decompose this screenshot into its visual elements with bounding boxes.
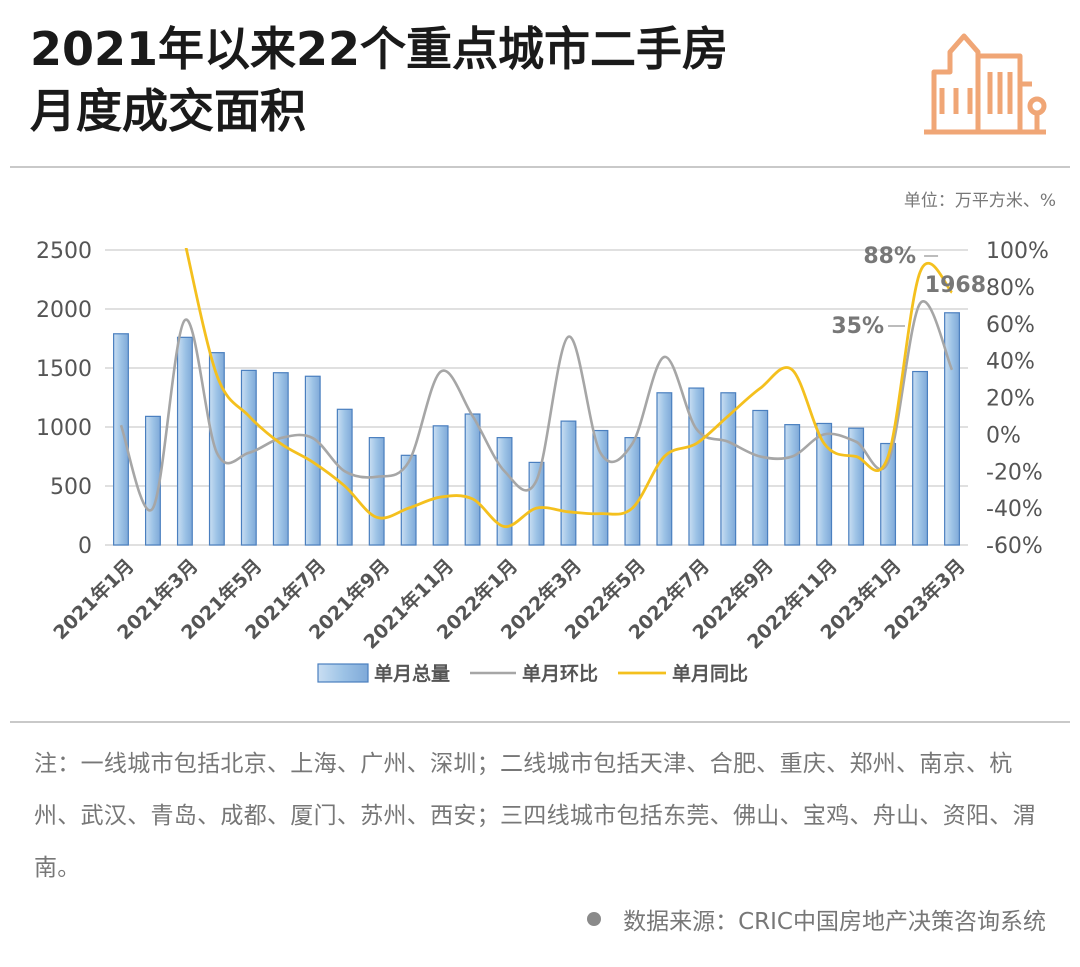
annotation-label: 88%: [863, 244, 916, 269]
chart-title-line1: 2021年以来22个重点城市二手房: [30, 22, 729, 76]
legend-label: 单月同比: [672, 662, 748, 685]
y-tick-label-left: 1500: [36, 357, 92, 382]
bar: [624, 437, 641, 546]
bar: [240, 369, 257, 546]
y-tick-label-left: 0: [78, 534, 92, 559]
chart-title-line2: 月度成交面积: [30, 84, 306, 138]
y-tick-label-right: 40%: [986, 350, 1035, 375]
annotation-label: 1968: [925, 273, 986, 298]
bar: [272, 372, 289, 546]
chart-title: 2021年以来22个重点城市二手房 月度成交面积: [30, 18, 900, 142]
bar: [496, 437, 513, 546]
bar: [208, 352, 225, 546]
y-tick-label-left: 1000: [36, 416, 92, 441]
y-tick-label-right: -60%: [986, 534, 1043, 559]
series-line-mom: [119, 300, 954, 512]
y-tick-label-right: -20%: [986, 460, 1043, 485]
annotation-label: 35%: [831, 314, 884, 339]
data-source: 数据来源：CRIC中国房地产决策咨询系统: [587, 902, 1046, 936]
bar: [816, 422, 833, 546]
bar: [113, 333, 129, 546]
y-tick-label-right: 100%: [986, 239, 1049, 264]
divider-bottom: [10, 721, 1070, 723]
y-tick-label-left: 500: [50, 475, 92, 500]
y-tick-label-left: 2500: [36, 239, 92, 264]
bar: [656, 392, 673, 546]
bar: [528, 461, 545, 546]
data-source-text: 数据来源：CRIC中国房地产决策咨询系统: [623, 909, 1046, 935]
y-tick-label-right: -40%: [986, 497, 1043, 522]
y-tick-label-right: 60%: [986, 313, 1035, 338]
bar: [464, 413, 481, 546]
bar: [912, 370, 929, 546]
bar: [176, 336, 193, 546]
y-tick-label-left: 2000: [36, 298, 92, 323]
bar: [720, 392, 737, 546]
legend-swatch-bar: [317, 663, 369, 683]
bar: [368, 437, 385, 546]
bar: [688, 387, 705, 546]
bar: [592, 429, 609, 546]
chart: 0 500 1000 1500 2000 2500 -60% -40% -20% 0% 20% 40%…: [36, 239, 1049, 685]
building-icon: [924, 33, 1047, 135]
bar: [400, 454, 417, 546]
bullet-dot-icon: [587, 912, 602, 926]
legend-label: 单月环比: [522, 662, 598, 685]
bar: [784, 424, 801, 546]
bar: [944, 312, 960, 546]
legend-label: 单月总量: [374, 662, 450, 685]
series-line-yoy: [184, 248, 954, 528]
divider-top: [10, 166, 1070, 168]
bar: [144, 415, 161, 546]
unit-label: 单位：万平方米、%: [903, 191, 1056, 211]
bar: [336, 408, 353, 546]
y-tick-label-right: 80%: [986, 276, 1035, 301]
bar: [752, 409, 769, 546]
bar: [432, 425, 449, 546]
y-tick-label-right: 20%: [986, 387, 1035, 412]
y-tick-label-right: 0%: [986, 423, 1021, 448]
bar: [560, 420, 577, 546]
footnote: 注：一线城市包括北京、上海、广州、深圳；二线城市包括天津、合肥、重庆、郑州、南京…: [34, 751, 1036, 881]
